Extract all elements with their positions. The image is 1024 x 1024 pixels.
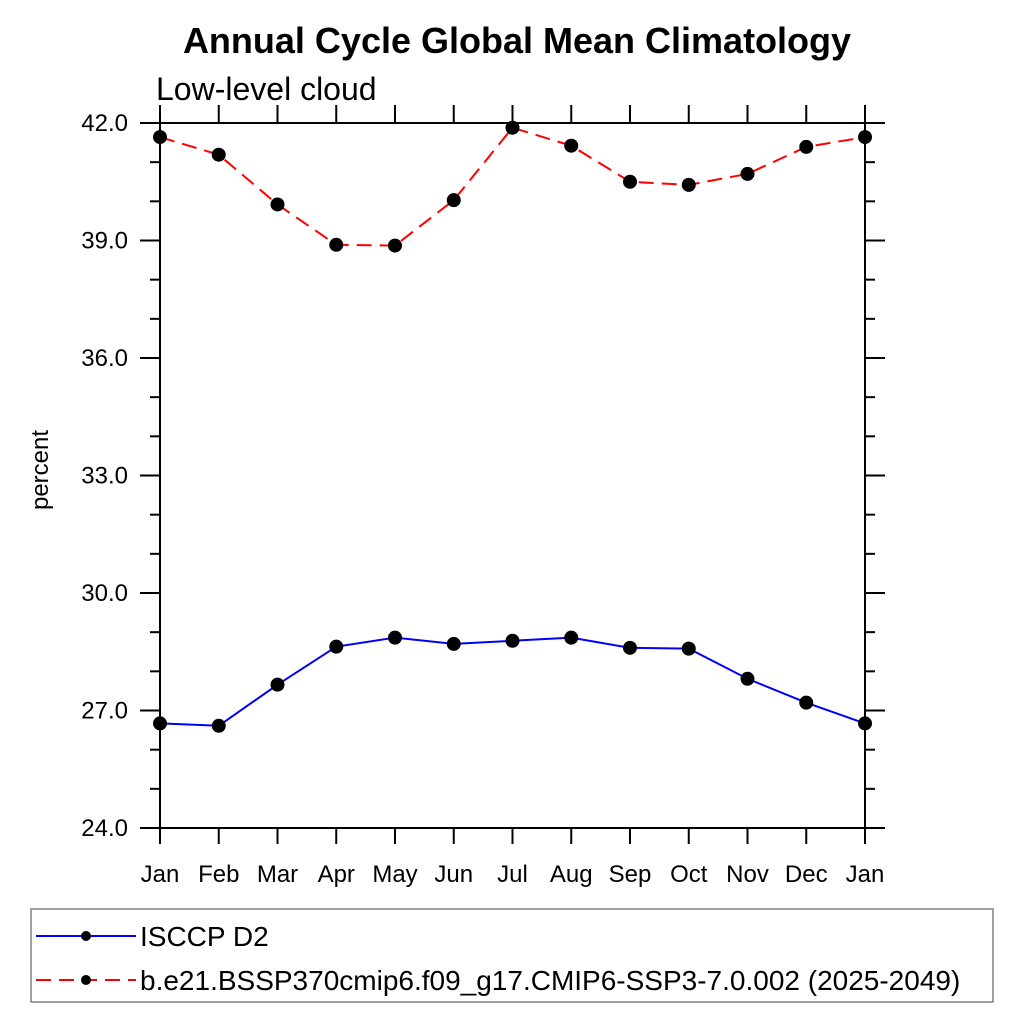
x-tick-label: Jan <box>141 861 180 888</box>
data-point <box>740 671 755 686</box>
data-point <box>153 716 167 731</box>
data-point <box>446 193 461 208</box>
legend-sample-marker <box>81 931 91 941</box>
y-tick-label: 30.0 <box>81 580 128 607</box>
data-point <box>681 177 696 192</box>
x-tick-label: Jul <box>497 861 528 888</box>
x-tick-label: May <box>372 861 417 888</box>
x-tick-label: Oct <box>670 861 708 888</box>
data-point <box>564 630 579 645</box>
data-point <box>211 718 226 733</box>
legend-label-model: b.e21.BSSP370cmip6.f09_g17.CMIP6-SSP3-7.… <box>140 965 960 996</box>
data-point <box>564 138 579 153</box>
x-tick-label: Apr <box>318 861 355 888</box>
x-tick-label: Dec <box>785 861 828 888</box>
data-point <box>505 633 520 648</box>
legend-sample-marker <box>81 975 91 985</box>
series-line <box>159 636 866 727</box>
chart-title: Annual Cycle Global Mean Climatology <box>183 20 851 61</box>
y-tick-label: 24.0 <box>81 815 128 842</box>
y-tick-label: 42.0 <box>81 110 128 137</box>
x-tick-label: Feb <box>198 861 239 888</box>
data-point <box>388 630 402 645</box>
plot-area: 24.0 27.0 30.0 33.0 36.0 39.0 42.0 Jan Feb Mar Apr… <box>81 105 885 888</box>
plot-border <box>159 122 866 829</box>
data-point <box>211 147 226 162</box>
data-point <box>623 174 637 189</box>
data-point <box>858 716 872 731</box>
data-point <box>270 197 285 212</box>
y-tick-label: 36.0 <box>81 345 128 372</box>
legend-box <box>30 908 994 1003</box>
x-tick-label: Sep <box>609 861 652 888</box>
y-tick-label: 27.0 <box>81 698 128 725</box>
data-point <box>329 237 344 252</box>
data-point <box>681 641 696 656</box>
x-tick-label: Jan <box>846 861 885 888</box>
chart-subtitle: Low-level cloud <box>156 71 377 107</box>
x-tick-label: Nov <box>726 861 769 888</box>
data-point <box>740 166 755 181</box>
legend-samples <box>36 931 136 985</box>
data-point <box>858 130 872 145</box>
data-point <box>329 639 344 654</box>
data-point <box>799 695 814 710</box>
data-point <box>388 238 402 253</box>
data-point <box>446 636 461 651</box>
legend: ISCCP D2 b.e21.BSSP370cmip6.f09_g17.CMIP… <box>30 908 994 1003</box>
x-tick-label: Mar <box>257 861 298 888</box>
data-point <box>799 139 814 154</box>
data-point <box>505 120 520 135</box>
y-axis-label: percent <box>27 430 54 510</box>
legend-label-isccp: ISCCP D2 <box>140 921 269 952</box>
x-tick-label: Jun <box>434 861 473 888</box>
series-line <box>159 126 866 247</box>
y-tick-label: 33.0 <box>81 463 128 490</box>
data-point <box>153 130 167 145</box>
y-tick-label: 39.0 <box>81 228 128 255</box>
data-point <box>270 677 285 692</box>
x-tick-label: Aug <box>550 861 593 888</box>
data-point <box>623 640 637 655</box>
